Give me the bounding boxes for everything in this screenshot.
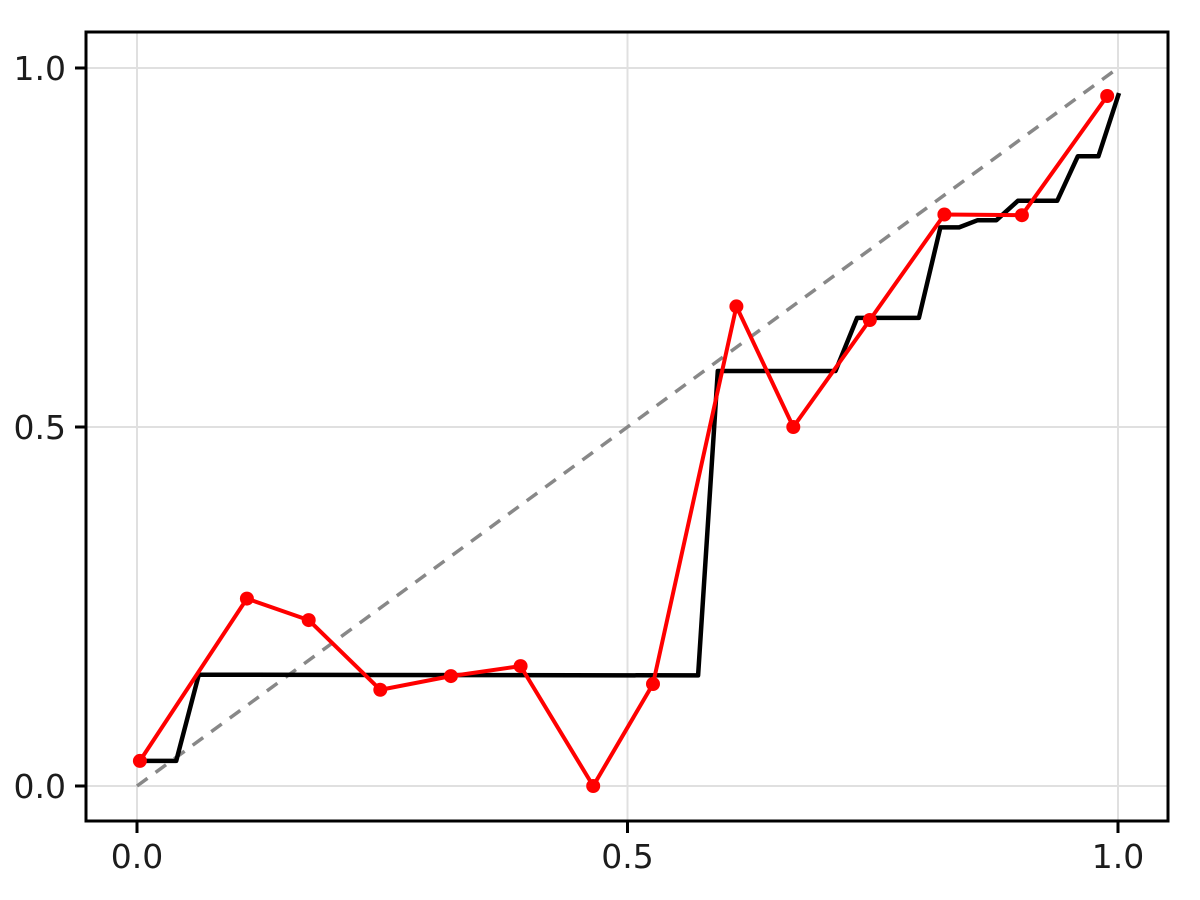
plot-frame — [84, 30, 1170, 823]
data-points-line — [138, 94, 1109, 788]
data-points-marker — [862, 313, 877, 327]
tick-labels-layer: 0.0 0.5 1.0 0.0 0.5 1.0 — [14, 49, 1145, 876]
tick-marks-layer — [75, 66, 1120, 833]
y-tick-label-0.5: 0.5 — [14, 408, 66, 447]
x-tick-label-0.0: 0.0 — [111, 837, 163, 876]
data-points-marker — [513, 659, 528, 674]
data-points-marker — [443, 669, 458, 684]
data-points-marker — [786, 420, 801, 434]
data-points-marker — [586, 779, 601, 793]
x-tick-label-0.5: 0.5 — [601, 837, 653, 876]
x-tick-label-1.0: 1.0 — [1092, 837, 1144, 876]
monotone-fit-line — [139, 92, 1122, 764]
data-points-marker — [729, 299, 744, 314]
series-layer — [132, 66, 1122, 793]
data-points-marker — [646, 677, 660, 691]
data-points-marker — [1014, 208, 1029, 223]
diagonal-reference-line — [135, 66, 1120, 788]
y-tick-label-1.0: 1.0 — [14, 49, 66, 88]
data-points-marker — [373, 682, 388, 697]
data-points-marker — [239, 591, 254, 606]
data-points-marker — [1100, 89, 1115, 103]
data-points-marker — [937, 207, 952, 222]
data-points-marker — [132, 753, 147, 768]
data-points-marker — [301, 613, 316, 628]
axes-frame-layer — [84, 30, 1170, 823]
y-tick-label-0.0: 0.0 — [14, 767, 66, 806]
